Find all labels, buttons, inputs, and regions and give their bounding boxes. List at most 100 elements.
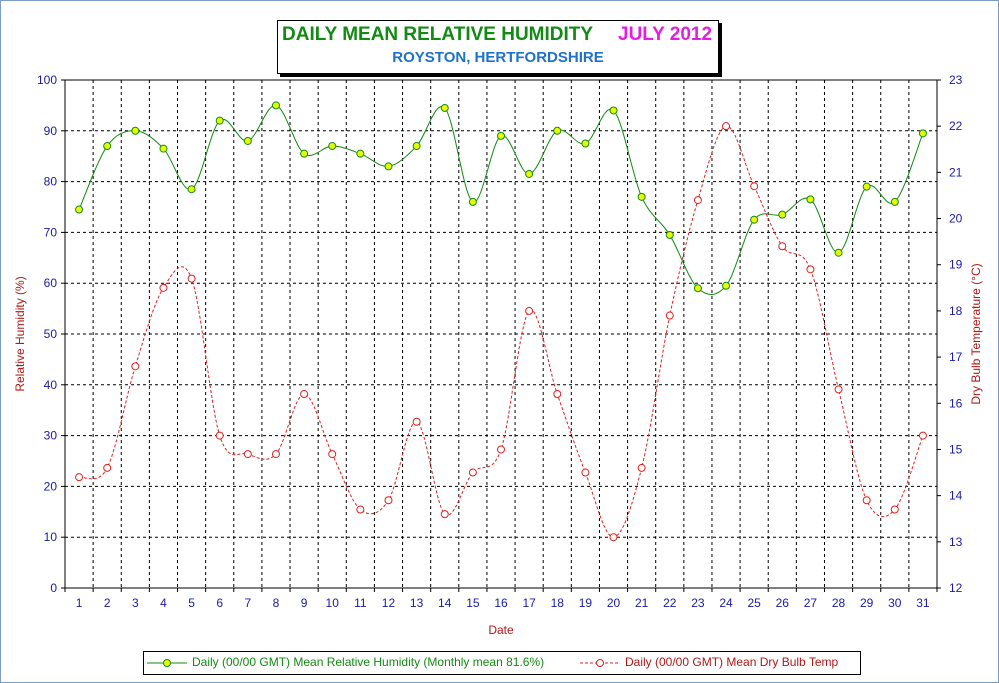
legend-rh-marker — [163, 659, 171, 667]
legend-swatches — [147, 659, 620, 667]
chart-title: DAILY MEAN RELATIVE HUMIDITY — [282, 24, 594, 45]
temperature-point — [384, 496, 393, 505]
legend-temp-marker — [596, 659, 604, 667]
y2-tick-label: 21 — [949, 165, 963, 179]
y-tick-label: 100 — [37, 73, 57, 87]
temperature-point — [806, 265, 815, 274]
temperature-point — [75, 473, 84, 482]
y-tick-label: 90 — [44, 124, 58, 138]
temperature-point — [412, 417, 421, 426]
x-tick-label: 24 — [719, 596, 733, 610]
x-tick-label: 16 — [494, 596, 508, 610]
y-tick-label: 40 — [44, 378, 58, 392]
y2-tick-label: 13 — [949, 535, 963, 549]
humidity-point — [356, 149, 365, 158]
humidity-point — [384, 162, 393, 171]
x-tick-label: 6 — [216, 596, 223, 610]
humidity-point — [187, 185, 196, 194]
humidity-point — [300, 149, 309, 158]
x-tick-label: 7 — [244, 596, 251, 610]
temperature-point — [834, 385, 843, 394]
x-tick-label: 5 — [188, 596, 195, 610]
temperature-point — [356, 505, 365, 514]
y-tick-label: 70 — [44, 225, 58, 239]
temperature-point — [468, 468, 477, 477]
humidity-point — [468, 197, 477, 206]
chart-title-box: DAILY MEAN RELATIVE HUMIDITY JULY 2012 R… — [277, 20, 719, 74]
humidity-point — [159, 144, 168, 153]
x-tick-label: 18 — [551, 596, 565, 610]
temperature-point — [271, 450, 280, 459]
humidity-point — [890, 197, 899, 206]
x-tick-label: 14 — [438, 596, 452, 610]
temperature-point — [750, 182, 759, 191]
humidity-point — [862, 182, 871, 191]
x-tick-label: 4 — [160, 596, 167, 610]
temperature-point — [300, 390, 309, 399]
temperature-point — [778, 242, 787, 251]
y-tick-label: 60 — [44, 276, 58, 290]
x-tick-label: 12 — [382, 596, 396, 610]
temperature-point — [497, 445, 505, 454]
chart-title-period: JULY 2012 — [618, 24, 713, 45]
humidity-point — [581, 139, 590, 148]
temperature-point — [215, 431, 224, 440]
x-tick-label: 10 — [326, 596, 340, 610]
y-axis-label: Relative Humidity (%) — [13, 276, 27, 391]
humidity-point — [103, 142, 112, 151]
humidity-point — [412, 142, 421, 151]
temperature-point — [243, 450, 252, 459]
x-tick-label: 17 — [522, 596, 536, 610]
temperature-point — [187, 274, 196, 283]
temperature-point — [103, 463, 112, 472]
x-tick-label: 13 — [410, 596, 424, 610]
x-tick-label: 8 — [273, 596, 280, 610]
y2-tick-label: 22 — [949, 119, 963, 133]
humidity-point — [637, 192, 646, 201]
x-tick-label: 23 — [691, 596, 705, 610]
x-axis-label: Date — [488, 623, 514, 637]
temperature-point — [665, 311, 674, 320]
x-tick-label: 2 — [104, 596, 111, 610]
humidity-point — [778, 210, 787, 219]
y-tick-label: 0 — [50, 581, 57, 595]
temperature-point — [328, 450, 337, 459]
x-tick-label: 3 — [132, 596, 139, 610]
humidity-point — [806, 195, 815, 204]
y-tick-label: 20 — [44, 479, 58, 493]
x-tick-label: 21 — [635, 596, 649, 610]
humidity-point — [440, 103, 449, 112]
temperature-point — [862, 496, 871, 505]
y-tick-label: 50 — [44, 327, 58, 341]
x-tick-label: 27 — [804, 596, 818, 610]
temperature-point — [525, 306, 534, 315]
x-tick-label: 28 — [832, 596, 846, 610]
legend: Daily (00/00 GMT) Mean Relative Humidity… — [143, 651, 861, 675]
humidity-point — [722, 281, 731, 290]
humidity-point — [215, 116, 224, 125]
x-tick-label: 19 — [579, 596, 593, 610]
y2-tick-label: 16 — [949, 396, 963, 410]
y2-tick-label: 18 — [949, 304, 963, 318]
y2-tick-label: 14 — [949, 489, 963, 503]
temperature-point — [159, 283, 168, 292]
temperature-point — [890, 505, 899, 514]
temperature-point — [693, 196, 702, 205]
humidity-point — [75, 205, 84, 214]
temperature-point — [637, 463, 646, 472]
humidity-point — [834, 248, 843, 257]
x-tick-label: 31 — [916, 596, 930, 610]
humidity-point — [328, 142, 337, 151]
humidity-point — [497, 131, 505, 140]
x-tick-label: 9 — [301, 596, 308, 610]
humidity-point — [525, 169, 534, 178]
legend-rh-label: Daily (00/00 GMT) Mean Relative Humidity… — [192, 655, 545, 669]
temperature-point — [131, 362, 140, 371]
temperature-point — [581, 468, 590, 477]
humidity-point — [750, 215, 759, 224]
y2-tick-label: 15 — [949, 442, 963, 456]
x-tick-label: 22 — [663, 596, 677, 610]
humidity-point — [609, 106, 618, 115]
x-tick-label: 26 — [776, 596, 790, 610]
x-tick-label: 15 — [466, 596, 480, 610]
